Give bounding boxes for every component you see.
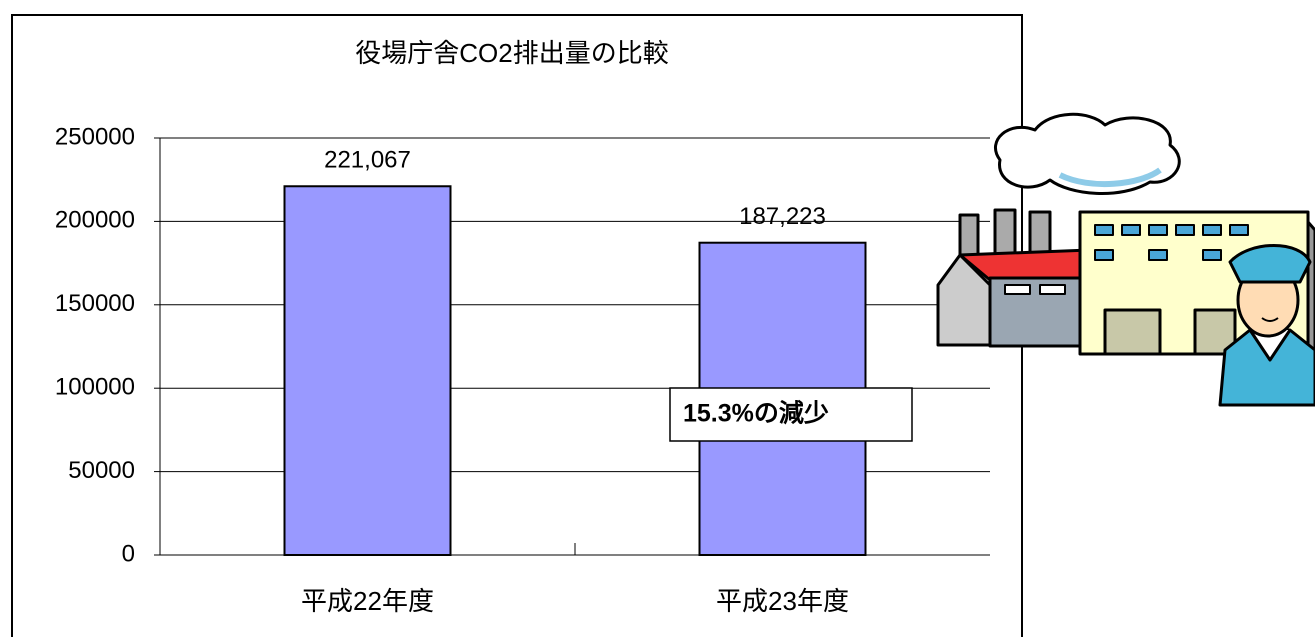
x-tick-label: 平成23年度 [716,586,849,616]
annotation: 15.3%の減少 [683,400,829,428]
bar [285,186,451,555]
x-tick-label: 平成22年度 [301,586,434,616]
value-label: 221,067 [324,147,411,174]
chart-frame [12,15,1022,637]
y-tick-label: 200000 [55,207,135,234]
y-tick-label: 250000 [55,123,135,150]
y-tick-label: 100000 [55,374,135,401]
page: 役場庁舎CO2排出量の比較 0 50000 100000 150000 200000 25… [0,0,1315,637]
chart: 役場庁舎CO2排出量の比較 0 50000 100000 150000 200000 25… [0,0,1315,637]
y-tick-label: 0 [122,540,135,567]
chart-title: 役場庁舎CO2排出量の比較 [355,38,668,68]
y-tick-label: 50000 [68,457,135,484]
value-label: 187,223 [739,203,826,230]
y-tick-label: 150000 [55,290,135,317]
